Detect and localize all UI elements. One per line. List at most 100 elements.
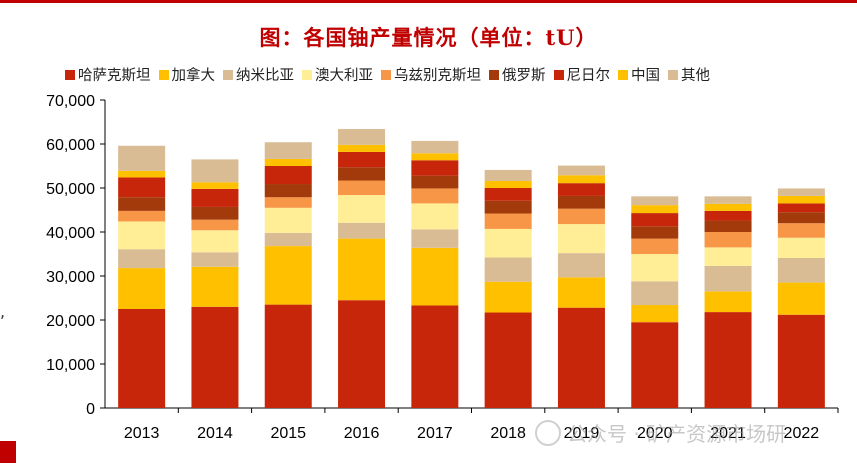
bar-segment [191, 252, 239, 267]
bar-segment [411, 175, 459, 189]
legend-item: 乌兹别克斯坦 [381, 64, 481, 85]
x-tick-label: 2015 [270, 425, 306, 442]
bar-segment [264, 197, 312, 208]
x-tick-label: 2017 [417, 425, 453, 442]
bar-segment [191, 230, 239, 253]
legend-swatch [223, 69, 233, 80]
bar-segment [118, 210, 166, 222]
bar-segment [264, 158, 312, 166]
bar-segment [264, 304, 312, 408]
bar-segment [191, 206, 239, 220]
bar-segment [484, 228, 532, 258]
bar-segment [704, 265, 752, 292]
legend-label: 乌兹别克斯坦 [394, 68, 481, 84]
bar-segment [338, 300, 386, 408]
legend-item: 纳米比亚 [223, 64, 294, 85]
bar-segment [777, 203, 825, 213]
bar-segment [704, 232, 752, 248]
bar-segment [484, 257, 532, 282]
legend-item: 哈萨克斯坦 [65, 64, 151, 85]
bar-segment [704, 203, 752, 211]
legend-swatch [489, 69, 499, 80]
x-tick-label: 2014 [197, 425, 233, 442]
bar-segment [777, 188, 825, 196]
x-tick-label: 2020 [637, 425, 673, 442]
legend-label: 其他 [681, 68, 710, 84]
y-tick-label: 20,000 [46, 313, 95, 330]
bar-segment [338, 222, 386, 239]
bar-segment [118, 309, 166, 408]
legend-label: 哈萨克斯坦 [78, 68, 151, 84]
bar-segment [484, 213, 532, 229]
bar-segment [338, 144, 386, 152]
y-tick-label: 60,000 [46, 137, 95, 154]
legend-item: 加拿大 [158, 64, 215, 85]
bar-segment [264, 207, 312, 233]
bar-segment [338, 195, 386, 223]
bar-segment [411, 160, 459, 176]
x-tick-label: 2022 [784, 425, 820, 442]
y-tick-label: 10,000 [46, 357, 95, 374]
bar-segment [411, 203, 459, 230]
bar-segment [777, 212, 825, 224]
top-accent-line [0, 0, 857, 3]
bar-segment [191, 306, 239, 408]
bar-segment [557, 195, 605, 209]
legend-label: 纳米比亚 [236, 68, 294, 84]
bar-segment [411, 229, 459, 248]
legend-swatch [158, 69, 169, 80]
bar-segment [411, 140, 459, 154]
bar-segment [338, 129, 386, 145]
legend-swatch [553, 69, 564, 80]
bar-segment [411, 188, 459, 204]
bar-segment [484, 188, 532, 201]
legend: 哈萨克斯坦 加拿大 纳米比亚 澳大利亚 乌兹别克斯坦 俄罗斯 尼日尔 中国 其他 [65, 64, 710, 85]
bar-segment [704, 220, 752, 232]
bar-segment [264, 166, 312, 185]
bar-segment [484, 180, 532, 188]
bar-segment [631, 205, 679, 214]
x-tick-label: 2018 [490, 425, 526, 442]
bar-segment [338, 167, 386, 181]
bar-segment [631, 196, 679, 206]
bar-segment [191, 188, 239, 207]
bar-segment [704, 247, 752, 266]
bar-segment [631, 305, 679, 323]
bar-segment [411, 305, 459, 408]
corner-mark [0, 441, 16, 463]
stray-comma: , [0, 302, 6, 321]
bar-segment [631, 254, 679, 282]
legend-swatch [65, 69, 75, 80]
bar-segment [704, 291, 752, 313]
bar-segment [118, 221, 166, 250]
y-tick-label: 50,000 [46, 181, 95, 198]
bar-segment [631, 281, 679, 306]
bar-segment [264, 142, 312, 159]
bar-segment [704, 312, 752, 408]
x-tick-label: 2013 [124, 425, 160, 442]
x-tick-label: 2016 [344, 425, 380, 442]
bar-segment [264, 232, 312, 247]
bar-segment [557, 253, 605, 278]
bar-segment [557, 307, 605, 408]
bar-segment [118, 249, 166, 269]
bar-segment [631, 322, 679, 408]
bar-segment [557, 175, 605, 184]
bar-segment [484, 200, 532, 214]
bar-segment [191, 182, 239, 189]
watermark: 公众号 · 矿产资源市场研 [535, 418, 786, 447]
legend-item: 澳大利亚 [302, 64, 373, 85]
chart-title: 图：各国铀产量情况（单位：tU） [259, 25, 598, 50]
bar-segment [557, 277, 605, 308]
bar-segment [631, 213, 679, 227]
legend-swatch [618, 69, 628, 80]
bar-segment [704, 210, 752, 221]
bar-segment [777, 314, 825, 408]
bar-segment [631, 238, 679, 254]
y-tick-label: 70,000 [46, 93, 95, 110]
bar-segment [484, 312, 532, 408]
legend-label: 俄罗斯 [502, 68, 546, 84]
bar-segment [118, 170, 166, 178]
legend-label: 尼日尔 [566, 68, 611, 84]
